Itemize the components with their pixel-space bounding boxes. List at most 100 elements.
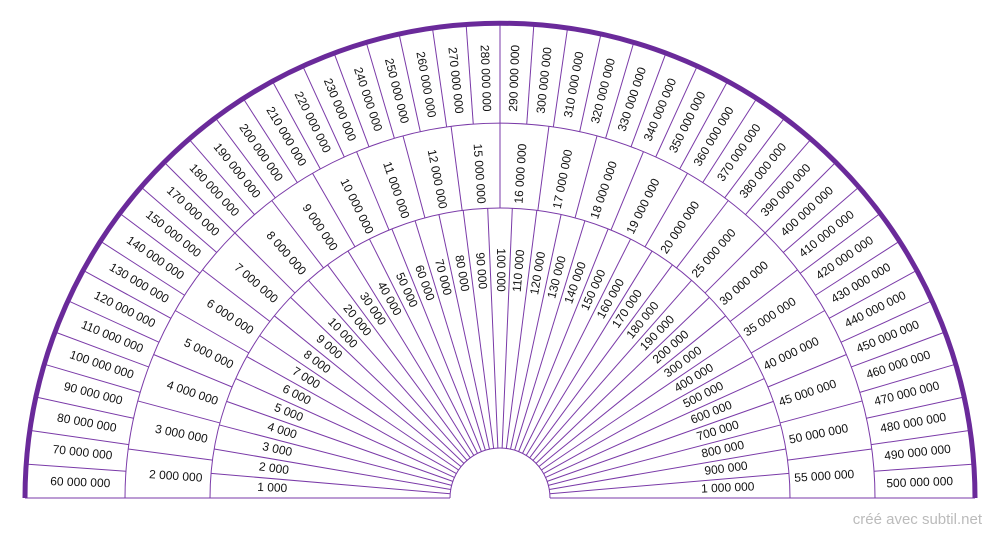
sector-divider — [514, 220, 586, 451]
sector-divider — [308, 279, 468, 461]
sector-label-outer: 250 000 000 — [382, 57, 412, 125]
sector-label-outer: 260 000 000 — [413, 50, 439, 118]
sector-divider — [365, 42, 395, 139]
sector-divider — [871, 429, 971, 446]
sector-divider — [532, 279, 692, 461]
sector-divider — [153, 354, 233, 388]
sector-divider — [526, 24, 535, 124]
sector-label-outer: 270 000 000 — [445, 46, 466, 114]
sector-divider — [163, 161, 236, 234]
sector-label-middle: 20 000 000 — [657, 198, 702, 256]
sector-divider — [702, 98, 758, 183]
sector-divider — [676, 200, 729, 269]
sector-divider — [655, 65, 698, 158]
sector-label-middle: 11 000 000 — [380, 160, 412, 221]
sector-label-inner: 90 000 — [473, 252, 490, 290]
sector-divider — [510, 214, 562, 450]
sector-divider — [211, 472, 451, 495]
sector-label-outer: 100 000 000 — [68, 347, 136, 381]
sector-divider — [137, 400, 221, 424]
sector-label-outer: 460 000 000 — [864, 347, 932, 381]
sector-label-inner: 1 000 — [257, 480, 288, 495]
sector-divider — [859, 363, 956, 393]
sector-divider — [246, 356, 457, 475]
sector-divider — [518, 228, 609, 452]
sector-divider — [119, 212, 201, 274]
sector-divider — [174, 310, 250, 354]
sector-divider — [487, 208, 499, 449]
sector-divider — [729, 269, 798, 322]
sector-divider — [799, 212, 881, 274]
sector-label-outer: 290 000 000 — [506, 44, 522, 112]
sector-divider — [347, 250, 475, 456]
credit-text: créé avec subtil.net — [852, 511, 982, 528]
sector-divider — [398, 33, 421, 132]
sector-label-middle: 3 000 000 — [154, 422, 209, 446]
sector-divider — [35, 396, 134, 419]
sector-divider — [219, 424, 452, 486]
sector-divider — [226, 400, 454, 482]
sector-label-middle: 16 000 000 — [511, 143, 529, 204]
sector-divider — [679, 80, 729, 170]
sector-divider — [545, 378, 765, 478]
sector-divider — [271, 200, 324, 269]
sector-divider — [140, 186, 217, 253]
sector-divider — [787, 448, 872, 461]
sector-divider — [574, 135, 598, 219]
sector-divider — [783, 186, 860, 253]
sector-divider — [840, 300, 933, 343]
sector-label-middle: 45 000 000 — [777, 376, 839, 409]
sector-label-inner: 3 000 — [261, 439, 294, 459]
sector-label-middle: 55 000 000 — [794, 467, 855, 485]
sector-divider — [779, 400, 863, 424]
sector-label-outer: 490 000 000 — [884, 442, 952, 463]
sector-divider — [538, 315, 726, 467]
sector-divider — [438, 214, 490, 450]
sector-label-outer: 320 000 000 — [588, 56, 618, 124]
sector-divider — [259, 335, 459, 471]
sector-divider — [271, 80, 321, 170]
ring-boundary-arc — [449, 447, 551, 499]
sector-divider — [525, 250, 653, 456]
sector-label-outer: 70 000 000 — [52, 442, 114, 462]
sector-divider — [29, 429, 129, 446]
sector-divider — [750, 310, 826, 354]
sector-label-inner: 100 000 — [494, 248, 508, 292]
sector-divider — [828, 269, 918, 319]
sector-divider — [462, 210, 495, 449]
sector-divider — [242, 98, 298, 183]
sector-divider — [414, 220, 486, 451]
ring-boundary-arc — [209, 207, 791, 499]
sector-label-middle: 7 000 000 — [232, 260, 282, 306]
sector-divider — [44, 363, 141, 393]
sector-label-outer: 240 000 000 — [351, 65, 385, 133]
sector-divider — [704, 232, 766, 294]
sector-divider — [274, 315, 462, 467]
sector-divider — [402, 135, 426, 219]
sector-label-middle: 4 000 000 — [165, 378, 220, 409]
sector-label-middle: 35 000 000 — [741, 294, 799, 339]
sector-divider — [535, 296, 710, 464]
sector-divider — [235, 378, 455, 478]
sector-divider — [234, 232, 296, 294]
sector-divider — [644, 172, 688, 248]
sector-label-outer: 450 000 000 — [854, 317, 921, 356]
sector-divider — [327, 264, 471, 459]
sector-label-outer: 310 000 000 — [561, 50, 587, 118]
sector-divider — [745, 138, 812, 215]
sector-divider — [368, 238, 478, 454]
sector-label-inner: 900 000 — [704, 458, 749, 477]
sector-divider — [128, 448, 213, 461]
sector-divider — [356, 151, 390, 231]
sector-divider — [851, 331, 946, 368]
sector-divider — [505, 210, 538, 449]
sector-divider — [333, 52, 370, 147]
sector-label-inner: 1 000 000 — [701, 479, 755, 495]
sector-divider — [302, 65, 345, 158]
sector-label-outer: 80 000 000 — [56, 410, 118, 434]
sector-divider — [537, 126, 550, 211]
sector-divider — [549, 448, 786, 491]
sector-divider — [815, 240, 900, 296]
